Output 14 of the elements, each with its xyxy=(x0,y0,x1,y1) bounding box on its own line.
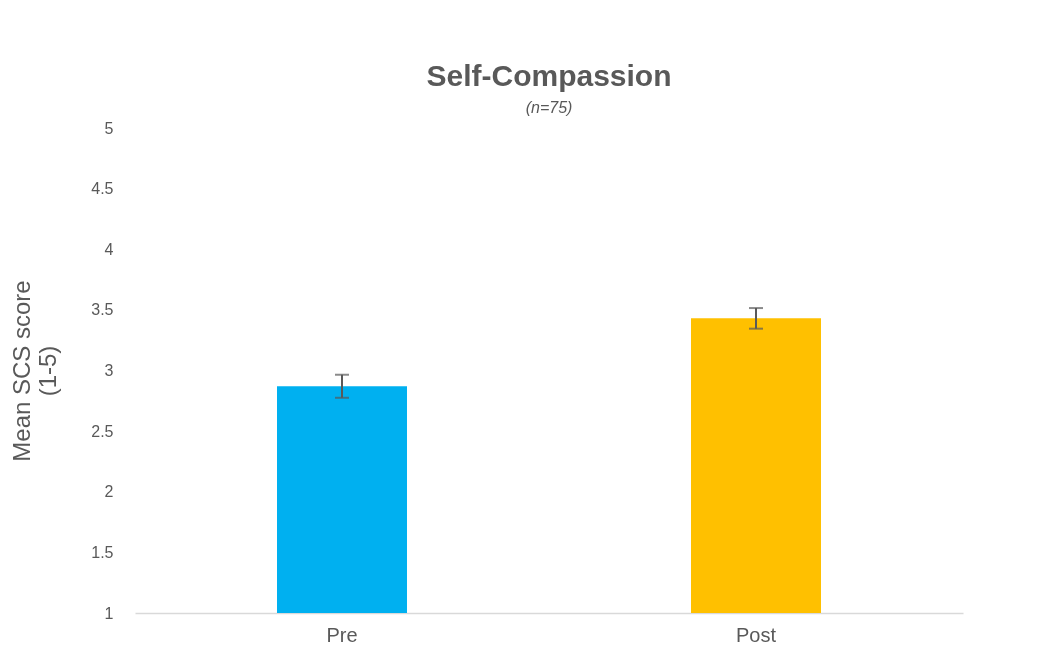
y-axis-title: Mean SCS score (1-5) xyxy=(8,280,62,462)
y-tick-label: 4.5 xyxy=(91,180,114,198)
chart-title: Self-Compassion xyxy=(426,59,672,92)
y-tick-label: 5 xyxy=(104,119,114,137)
y-tick-label: 3.5 xyxy=(91,301,114,319)
y-tick-label: 1.5 xyxy=(91,543,114,561)
y-tick-label: 2.5 xyxy=(91,422,114,440)
x-tick-label: Post xyxy=(735,623,777,646)
x-tick-label: Pre xyxy=(326,623,358,646)
y-tick-label: 4 xyxy=(104,240,114,258)
y-tick-label: 2 xyxy=(104,483,114,501)
y-tick-label: 1 xyxy=(104,604,114,622)
y-tick-label: 3 xyxy=(104,362,114,379)
chart-subtitle: (n=75) xyxy=(525,99,573,116)
